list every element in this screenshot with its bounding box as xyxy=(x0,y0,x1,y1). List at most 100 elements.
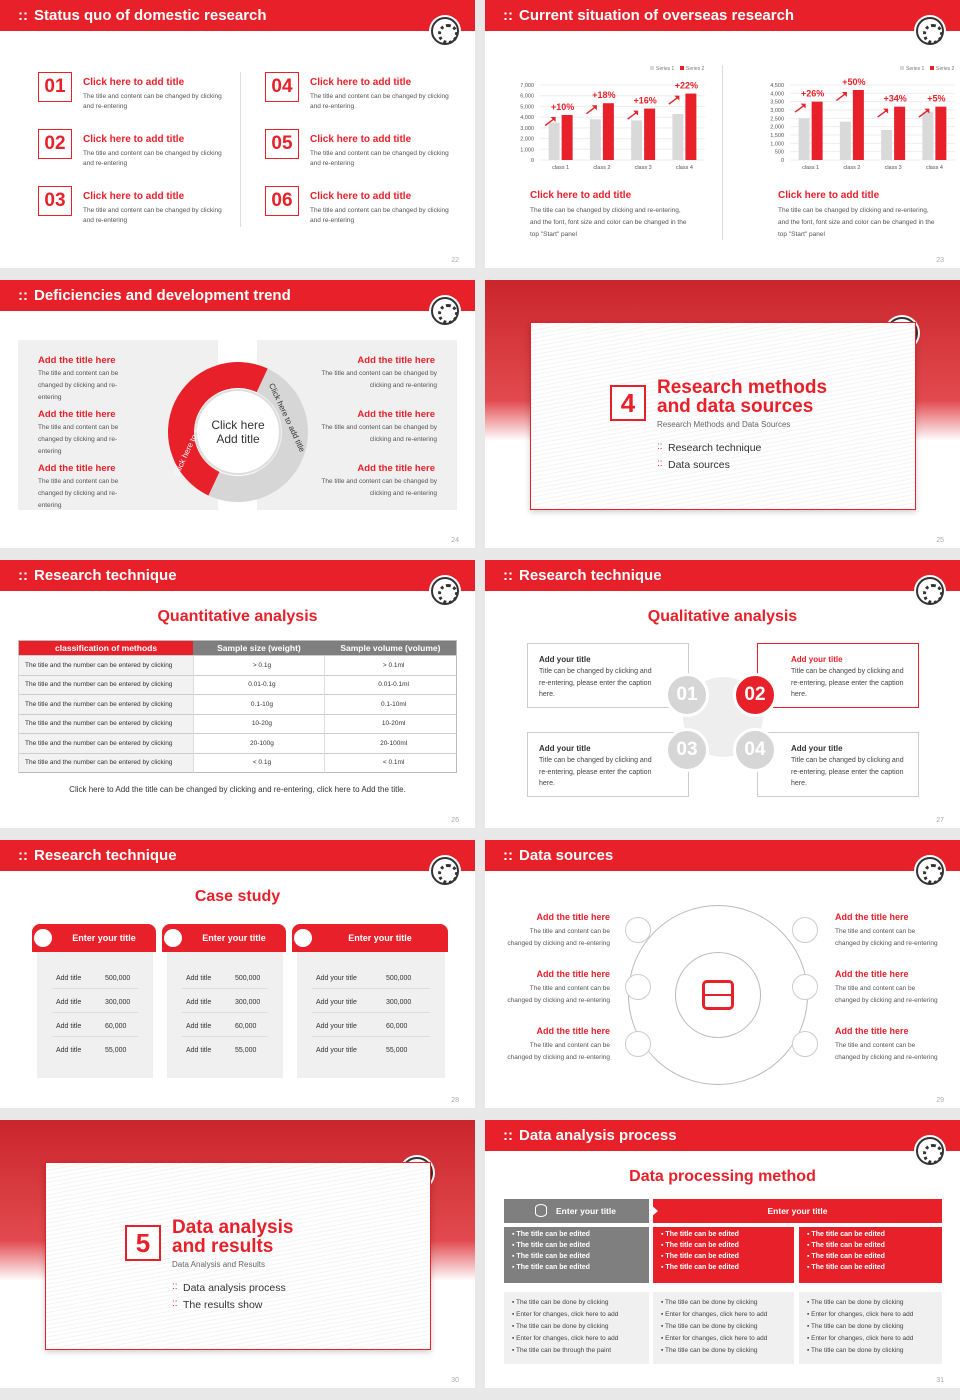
row-label: Add title xyxy=(186,1047,212,1054)
caption-title[interactable]: Click here to add title xyxy=(530,190,632,201)
item-title[interactable]: Add the title here xyxy=(357,409,435,420)
bottom-item[interactable]: ▪ Enter for changes, click here to add xyxy=(661,1335,768,1342)
table-row: The title and the number can be entered … xyxy=(18,713,457,734)
item-title[interactable]: Add the title here xyxy=(38,355,116,366)
growth-label: +34% xyxy=(883,94,906,104)
card-header[interactable]: Enter your title xyxy=(162,924,286,952)
item-title[interactable]: Click here to add title xyxy=(310,134,412,145)
slide-27[interactable]: Research technique 27 Qualitative analysis… xyxy=(485,560,960,828)
bar-chart-2: 0 500 1,000 1,500 2,000 2,500 3,000 3,500 4,000 4… xyxy=(770,66,955,171)
item-title[interactable]: Add the title here xyxy=(38,463,116,474)
item-title[interactable]: Click here to add title xyxy=(310,77,412,88)
bottom-item[interactable]: ▪ The title can be done by clicking xyxy=(661,1347,758,1354)
bottom-item[interactable]: ▪ The title can be done by clicking xyxy=(661,1323,758,1330)
table-cell[interactable]: 20-100g xyxy=(192,733,325,753)
card-header[interactable]: Enter your title xyxy=(292,924,448,952)
item-title[interactable]: Add your title xyxy=(539,655,591,664)
row-divider xyxy=(182,1012,268,1013)
slide-30[interactable]: 30 5 Data analysis and results Data Analysis… xyxy=(0,1120,475,1388)
bottom-item[interactable]: ▪ Enter for changes, click here to add xyxy=(661,1311,768,1318)
slide-26[interactable]: Research technique 26 Quantitative analysi… xyxy=(0,560,475,828)
item-text: The title and content can be changed by … xyxy=(38,370,119,401)
section-link[interactable]: Data analysis process xyxy=(183,1282,286,1294)
bar-series-1 xyxy=(589,119,601,160)
bar-series-2 xyxy=(852,90,864,160)
center-circle[interactable]: Click here Add title xyxy=(195,389,281,475)
item-title[interactable]: Add the title here xyxy=(835,1026,909,1036)
slide-28[interactable]: Research technique 28 Case study Enter your… xyxy=(0,840,475,1108)
section-link[interactable]: Research technique xyxy=(668,442,762,454)
table-cell[interactable]: 0.01-0.1ml xyxy=(324,674,457,695)
table-cell[interactable]: < 0.1g xyxy=(192,752,325,773)
item-title[interactable]: Add the title here xyxy=(536,1026,610,1036)
slide-23[interactable]: Current situation of overseas research 23… xyxy=(485,0,960,268)
slide-24[interactable]: Deficiencies and development trend 24 Add … xyxy=(0,280,475,548)
table-cell[interactable]: 0.01-0.1g xyxy=(192,674,325,695)
table-cell[interactable]: The title and the number can be entered … xyxy=(18,713,194,734)
bottom-item[interactable]: ▪ The title can be done by clicking xyxy=(807,1323,904,1330)
bottom-item[interactable]: ▪ Enter for changes, click here to add xyxy=(807,1311,914,1318)
table-cell[interactable]: > 0.1g xyxy=(192,655,325,675)
item-title[interactable]: Add the title here xyxy=(536,912,610,922)
item-title[interactable]: Add the title here xyxy=(357,463,435,474)
table-cell[interactable]: 0.1-10g xyxy=(192,694,325,714)
bottom-item[interactable]: ▪ Enter for changes, click here to add xyxy=(512,1335,619,1342)
bottom-item[interactable]: ▪ Enter for changes, click here to add xyxy=(807,1335,914,1342)
item-title[interactable]: Add your title xyxy=(539,744,591,753)
section-link[interactable]: The results show xyxy=(183,1299,263,1311)
table-cell[interactable]: The title and the number can be entered … xyxy=(18,655,194,675)
row-label: Add title xyxy=(56,999,82,1006)
slide-29[interactable]: Data sources 29 Add the title here The titl… xyxy=(485,840,960,1108)
item-title[interactable]: Add the title here xyxy=(835,912,909,922)
bottom-item[interactable]: ▪ The title can be done by clicking xyxy=(807,1299,904,1306)
slide-22[interactable]: Status quo of domestic research 22 01 Click… xyxy=(0,0,475,268)
table-cell[interactable]: The title and the number can be entered … xyxy=(18,674,194,695)
table-cell[interactable]: The title and the number can be entered … xyxy=(18,733,194,753)
table-cell[interactable]: 20-100ml xyxy=(324,733,457,753)
growth-label: +18% xyxy=(592,90,615,100)
slide-31[interactable]: Data analysis process 31 Data processing m… xyxy=(485,1120,960,1388)
table-cell[interactable]: > 0.1ml xyxy=(324,655,457,675)
item-title[interactable]: Click here to add title xyxy=(310,191,412,202)
top-box: ▪ The title can be edited ▪ The title can… xyxy=(504,1227,649,1283)
header-left[interactable]: Enter your title xyxy=(504,1199,649,1223)
caption-title[interactable]: Click here to add title xyxy=(778,190,880,201)
table-cell[interactable]: 0.1-10ml xyxy=(324,694,457,714)
bottom-item[interactable]: ▪ The title can be done by clicking xyxy=(807,1347,904,1354)
item-title[interactable]: Click here to add title xyxy=(83,134,185,145)
x-tick-label: class 3 xyxy=(885,165,902,171)
section-link[interactable]: Data sources xyxy=(668,459,730,471)
top-item: ▪ The title can be edited xyxy=(807,1253,885,1260)
bottom-item[interactable]: ▪ The title can be through the paint xyxy=(512,1347,612,1354)
header-right[interactable]: Enter your title xyxy=(653,1199,942,1223)
number-circle: 02 xyxy=(733,673,777,717)
table-cell[interactable]: The title and the number can be entered … xyxy=(18,752,194,773)
item-title[interactable]: Click here to add title xyxy=(83,191,185,202)
row-divider xyxy=(312,1012,430,1013)
item-title[interactable]: Add your title xyxy=(791,744,843,753)
y-tick-label: 0 xyxy=(781,158,784,164)
table-cell[interactable]: 10-20g xyxy=(192,713,325,734)
table-cell[interactable]: 10-20ml xyxy=(324,713,457,734)
bottom-item[interactable]: ▪ The title can be done by clicking xyxy=(661,1299,758,1306)
item-title[interactable]: Click here to add title xyxy=(83,77,185,88)
bottom-item[interactable]: ▪ Enter for changes, click here to add xyxy=(512,1311,619,1318)
table-note[interactable]: Click here to Add the title can be chang… xyxy=(69,785,406,794)
legend-swatch xyxy=(930,66,934,70)
item-title[interactable]: Add the title here xyxy=(536,969,610,979)
item-title[interactable]: Add the title here xyxy=(38,409,116,420)
table-cell[interactable]: The title and the number can be entered … xyxy=(18,694,194,714)
slide-25[interactable]: 25 4 Research methods and data sources Resea… xyxy=(485,280,960,548)
bottom-item[interactable]: ▪ The title can be done by clicking xyxy=(512,1323,609,1330)
bottom-item[interactable]: ▪ The title can be done by clicking xyxy=(512,1299,609,1306)
row-value: 55,000 xyxy=(235,1047,257,1054)
section-subtitle: Quantitative analysis xyxy=(157,608,318,625)
top-item: ▪ The title can be edited xyxy=(512,1231,590,1238)
chat-icon xyxy=(292,927,314,949)
y-tick-label: 1,500 xyxy=(770,133,784,139)
item-title[interactable]: Add the title here xyxy=(357,355,435,366)
growth-label: +26% xyxy=(801,89,824,99)
item-title[interactable]: Add the title here xyxy=(835,969,909,979)
table-cell[interactable]: < 0.1ml xyxy=(324,752,457,773)
item-title[interactable]: Add your title xyxy=(791,655,843,664)
